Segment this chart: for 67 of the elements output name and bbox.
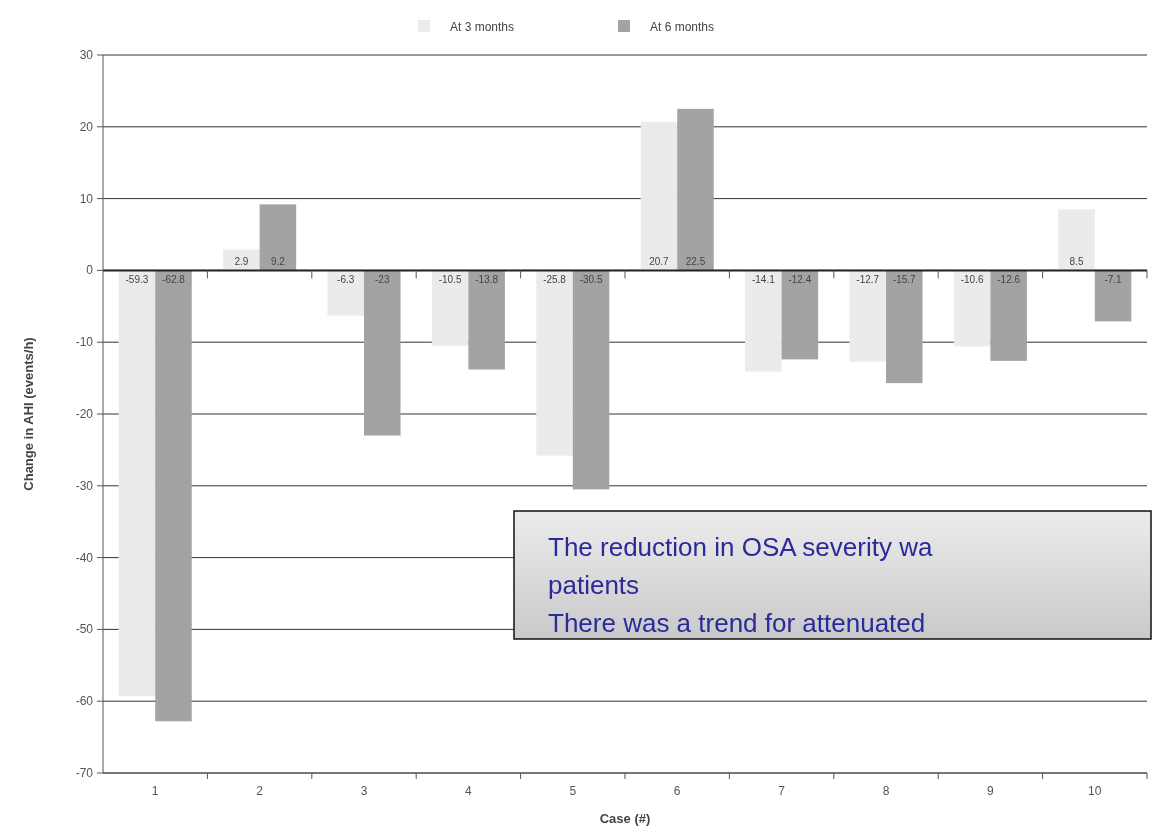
annotation: The reduction in OSA severity wa <box>548 532 933 562</box>
y-tick-label: -70 <box>75 766 94 780</box>
x-tick-label: 10 <box>1088 784 1102 798</box>
y-tick-label: -10 <box>75 335 94 350</box>
data-label: -13.8 <box>475 274 499 286</box>
data-label: 22.5 <box>685 256 706 268</box>
data-label: -10.6 <box>960 274 984 286</box>
bar <box>259 204 297 271</box>
bar <box>745 270 782 372</box>
x-tick-label: 6 <box>673 784 681 798</box>
x-tick-label: 7 <box>778 784 786 798</box>
bar <box>886 270 923 384</box>
data-label: -23 <box>375 274 390 286</box>
data-label: -10.5 <box>438 274 462 286</box>
bar <box>953 270 991 347</box>
x-tick-label: 2 <box>256 784 264 798</box>
bar <box>536 270 573 456</box>
y-tick-label: -60 <box>75 694 94 709</box>
annotation: There was a trend for attenuated <box>548 608 926 638</box>
y-tick-label: 10 <box>79 191 94 206</box>
bar <box>677 108 714 271</box>
y-tick-label: 30 <box>79 48 94 62</box>
bar <box>1058 209 1095 271</box>
x-tick-label: 9 <box>987 784 995 798</box>
data-label: -30.5 <box>579 274 603 286</box>
data-label: 8.5 <box>1069 256 1084 268</box>
y-tick-label: -30 <box>75 478 94 493</box>
data-label: 20.7 <box>649 256 670 268</box>
y-tick-label: -40 <box>75 550 94 565</box>
data-label: -6.3 <box>337 274 355 286</box>
bar <box>572 270 610 490</box>
bar <box>1094 270 1132 322</box>
bar <box>468 270 505 370</box>
data-label: -12.7 <box>856 274 880 286</box>
y-tick-label: 20 <box>79 119 94 134</box>
bar <box>155 270 192 722</box>
bar <box>781 270 819 360</box>
data-label: -62.8 <box>162 274 186 286</box>
data-label: -15.7 <box>892 274 917 286</box>
y-tick-label: 0 <box>86 263 94 278</box>
bar <box>327 270 364 316</box>
data-label: -12.4 <box>788 274 812 286</box>
data-label: 2.9 <box>234 256 249 268</box>
y-tick-label: -50 <box>75 622 94 637</box>
bar <box>640 121 678 271</box>
x-axis-title: Case (#) <box>599 811 651 826</box>
bar <box>990 270 1027 361</box>
annotation: patients <box>548 570 640 600</box>
data-label: -7.1 <box>1104 274 1123 286</box>
data-label: 9.2 <box>270 256 286 268</box>
bar <box>849 270 886 362</box>
data-label: -25.8 <box>543 274 567 286</box>
bar <box>118 270 156 697</box>
x-tick-label: 5 <box>569 784 577 798</box>
x-tick-label: 4 <box>465 784 473 798</box>
data-label: -14.1 <box>751 274 776 286</box>
bar <box>431 270 469 346</box>
bar <box>364 270 401 436</box>
x-tick-label: 3 <box>360 784 368 798</box>
y-axis-title: Change in AHI (events/h) <box>21 337 36 491</box>
x-tick-label: 8 <box>882 784 890 798</box>
y-tick-label: -20 <box>75 407 94 421</box>
x-tick-label: 1 <box>151 784 159 798</box>
legend-label: At 3 months <box>450 20 515 34</box>
legend-label: At 6 months <box>650 20 715 34</box>
data-label: -59.3 <box>125 274 149 286</box>
data-label: -12.6 <box>997 274 1021 286</box>
